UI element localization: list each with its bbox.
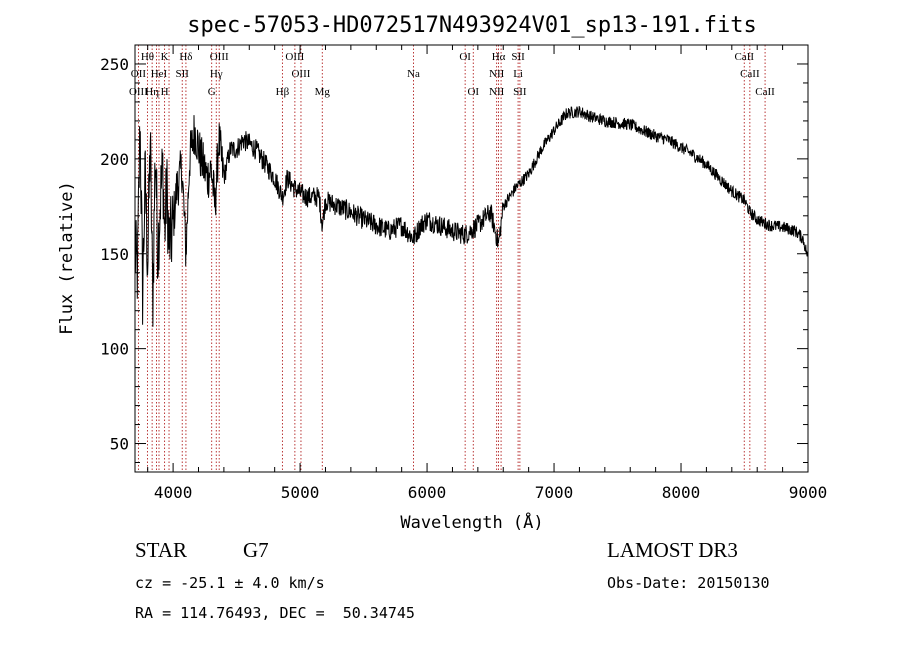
y-tick-label: 200 — [100, 150, 129, 169]
x-axis-label: Wavelength (Å) — [400, 511, 543, 533]
marker-label: OIII — [210, 51, 229, 63]
marker-label: CaII — [734, 51, 754, 63]
marker-label: OIII — [291, 68, 310, 80]
y-tick-label: 250 — [100, 55, 129, 74]
x-axis-ticks: 4000 5000 6000 7000 8000 9000 — [147, 45, 828, 502]
marker-label: NII — [489, 68, 505, 80]
marker-label: Hγ — [210, 68, 223, 80]
x-tick-label: 7000 — [535, 483, 574, 502]
marker-label: CaII — [755, 86, 775, 98]
marker-label: CaII — [740, 68, 760, 80]
redshift-text: cz = -25.1 ± 4.0 km/s — [135, 574, 325, 592]
marker-label: OI — [459, 51, 471, 63]
object-class: STAR — [135, 538, 187, 562]
plot-frame — [134, 44, 809, 473]
y-tick-label: 50 — [110, 435, 129, 454]
marker-label: Hδ — [179, 51, 192, 63]
marker-label: OI — [467, 86, 479, 98]
marker-label: SII — [513, 86, 527, 98]
marker-label: Hβ — [276, 86, 290, 98]
marker-label: HeI — [151, 68, 168, 80]
line-labels: OIIOIIIHθHηHeIKHSIIHδGHγOIIIHβOIIIOIIIMg… — [129, 51, 775, 98]
marker-label: K — [161, 51, 169, 63]
marker-label: Hα — [492, 51, 506, 63]
x-tick-label: 8000 — [662, 483, 701, 502]
survey-label: LAMOST DR3 — [607, 538, 738, 562]
marker-label: OIII — [285, 51, 304, 63]
x-tick-label: 9000 — [789, 483, 828, 502]
marker-label: NII — [489, 86, 505, 98]
marker-label: Na — [407, 68, 420, 80]
x-tick-label: 5000 — [281, 483, 320, 502]
chart-title: spec-57053-HD072517N493924V01_sp13-191.f… — [187, 13, 757, 38]
marker-label: SII — [511, 51, 525, 63]
y-tick-label: 100 — [100, 340, 129, 359]
marker-label: OII — [131, 68, 147, 80]
subclass: G7 — [243, 538, 269, 562]
marker-label: OIII — [129, 86, 148, 98]
marker-label: SII — [176, 68, 190, 80]
x-tick-label: 6000 — [408, 483, 447, 502]
x-tick-label: 4000 — [154, 483, 193, 502]
y-axis-label: Flux (relative) — [57, 181, 77, 335]
marker-label: Hθ — [141, 51, 154, 63]
marker-label: G — [208, 86, 216, 98]
marker-label: H — [161, 86, 169, 98]
y-tick-label: 150 — [100, 245, 129, 264]
marker-label: Li — [513, 68, 523, 80]
obs-date: Obs-Date: 20150130 — [607, 574, 770, 592]
marker-label: Mg — [315, 86, 331, 98]
marker-label: Hη — [145, 86, 159, 98]
y-axis-ticks: 50 100 150 200 250 — [100, 55, 808, 464]
spectrum-line — [134, 106, 808, 327]
coordinates: RA = 114.76493, DEC = 50.34745 — [135, 604, 415, 622]
line-markers — [137, 45, 766, 472]
